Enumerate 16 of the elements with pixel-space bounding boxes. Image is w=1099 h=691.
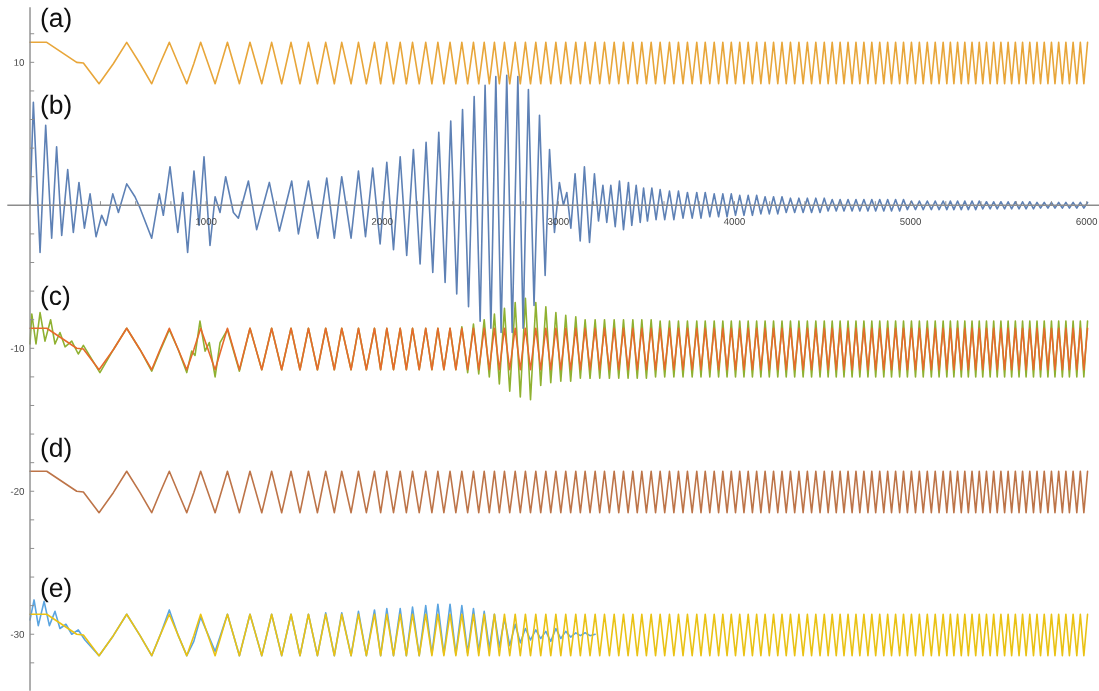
annotation: (e) [41,577,71,603]
annotation: (b) [41,94,71,120]
x-tick-label: 4000 [723,218,745,225]
annotation: (a) [41,7,71,33]
y-tick-label: -30 [10,630,25,638]
line-series [29,41,1089,85]
annotation: (c) [41,285,70,311]
y-tick-label: 10 [14,59,25,66]
line-series [29,470,1089,514]
annotation: (d) [41,437,71,463]
y-tick-label: -20 [10,488,25,495]
y-tick-label: -10 [10,345,25,352]
x-tick-label: 6000 [1076,218,1098,225]
line-series [29,327,1089,371]
line-series [29,613,1089,657]
x-tick-label: 5000 [900,218,921,225]
